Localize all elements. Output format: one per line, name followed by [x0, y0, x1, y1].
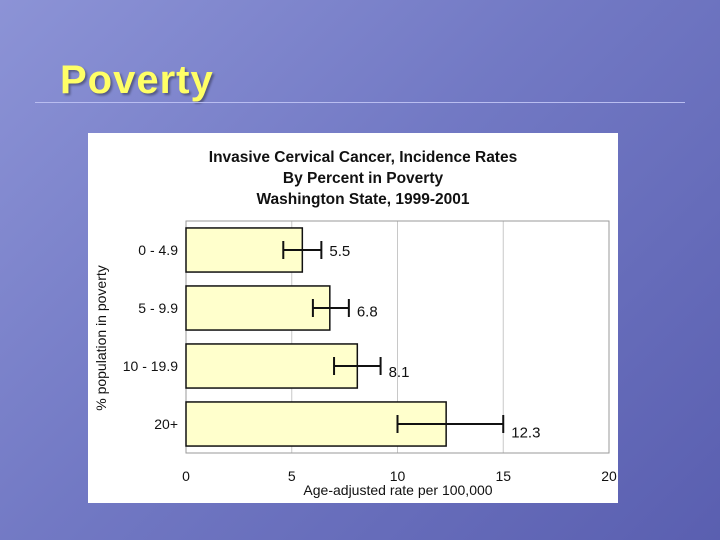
x-tick-label: 10 — [390, 468, 406, 484]
chart-title-line-1: Invasive Cervical Cancer, Incidence Rate… — [209, 149, 517, 166]
chart-title-line-3: Washington State, 1999-2001 — [256, 191, 469, 208]
x-tick-label: 20 — [601, 468, 617, 484]
plot-frame — [185, 220, 610, 454]
x-axis-label: Age-adjusted rate per 100,000 — [303, 482, 492, 498]
chart-title-line-2: By Percent in Poverty — [283, 170, 444, 187]
title-divider — [35, 102, 685, 103]
data-label: 8.1 — [389, 364, 410, 381]
chart-panel: Invasive Cervical Cancer, Incidence Rate… — [88, 133, 618, 503]
data-label: 5.5 — [329, 243, 350, 260]
bar — [185, 343, 359, 389]
x-tick-label: 5 — [288, 468, 296, 484]
bar-chart: Invasive Cervical Cancer, Incidence Rate… — [93, 149, 617, 498]
category-label: 5 - 9.9 — [138, 300, 178, 316]
x-tick-label: 15 — [495, 468, 511, 484]
slide-title: Poverty — [60, 58, 214, 102]
category-label: 0 - 4.9 — [138, 242, 178, 258]
data-label: 6.8 — [357, 304, 378, 321]
bar — [185, 285, 331, 331]
category-label: 10 - 19.9 — [123, 358, 178, 374]
category-label: 20+ — [154, 416, 178, 432]
plot-area: 5.5 0 - 4.9 6.8 5 - 9.9 8.1 10 - 19.9 12.3 20+ 0… — [123, 220, 617, 484]
data-label: 12.3 — [511, 425, 540, 442]
x-tick-label: 0 — [182, 468, 190, 484]
y-axis-label: % population in poverty — [93, 265, 109, 411]
